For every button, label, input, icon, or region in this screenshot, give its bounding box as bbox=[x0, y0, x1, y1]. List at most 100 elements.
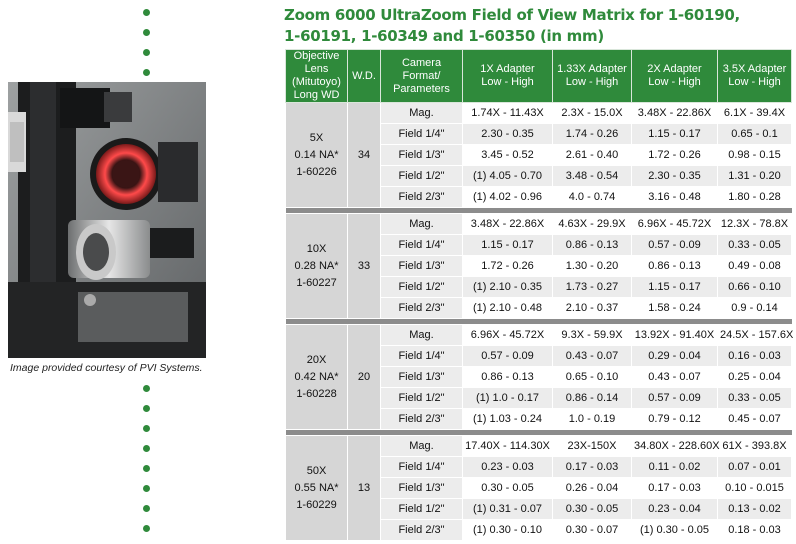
value-cell: 0.45 - 0.07 bbox=[717, 408, 792, 430]
value-cell: 0.33 - 0.05 bbox=[717, 234, 792, 256]
header-wd: W.D. bbox=[347, 49, 381, 103]
header-adapter-1-33x: 1.33X Adapter Low - High bbox=[552, 49, 632, 103]
value-cell: 0.26 - 0.04 bbox=[552, 477, 632, 499]
value-cell: 1.15 - 0.17 bbox=[631, 123, 718, 145]
value-cell: 1.0 - 0.19 bbox=[552, 408, 632, 430]
table-row: 5X 0.14 NA* 1-60226 34 Mag. 1.74X - 11.43X 2.3… bbox=[285, 102, 792, 208]
wd-cell: 13 bbox=[347, 435, 381, 541]
dot bbox=[143, 49, 150, 56]
table-row: Field 1/4" 0.57 - 0.09 0.43 - 0.07 0.29 - 0… bbox=[286, 345, 792, 367]
table-row: Field 2/3" (1) 0.30 - 0.10 0.30 - 0.07 (1) … bbox=[286, 519, 792, 541]
parameter-cell: Field 1/2" bbox=[380, 387, 463, 409]
wd-cell: 34 bbox=[347, 102, 381, 208]
value-cell: 0.11 - 0.02 bbox=[631, 456, 718, 478]
photo-caption: Image provided courtesy of PVI Systems. bbox=[10, 362, 203, 374]
objective-line: 5X bbox=[309, 131, 324, 144]
table-row: 20X 0.42 NA* 1-60228 20 Mag. 6.96X - 45.72X 9.… bbox=[285, 324, 793, 430]
header-row: Objective Lens (Mitutoyo) Long WD W.D. C… bbox=[285, 49, 792, 103]
value-cell: 0.98 - 0.15 bbox=[717, 144, 792, 166]
product-photo bbox=[8, 82, 206, 358]
value-cell: 0.29 - 0.04 bbox=[631, 345, 718, 367]
separator-cell bbox=[285, 429, 792, 436]
table-row: Field 2/3" (1) 2.10 - 0.48 2.10 - 0.37 1.58… bbox=[286, 297, 792, 319]
parameter-cell: Field 2/3" bbox=[380, 297, 463, 319]
dot bbox=[143, 485, 150, 492]
parameter-cell: Mag. bbox=[380, 435, 463, 457]
parameter-cell: Field 2/3" bbox=[380, 408, 463, 430]
value-cell: 0.57 - 0.09 bbox=[631, 387, 718, 409]
parameter-cell: Field 1/4" bbox=[380, 345, 463, 367]
parameter-cell: Mag. bbox=[380, 324, 463, 346]
separator-cell bbox=[285, 318, 792, 325]
value-cell: 0.17 - 0.03 bbox=[552, 456, 632, 478]
objective-cell: 10X 0.28 NA* 1-60227 bbox=[285, 213, 348, 319]
value-cell: (1) 2.10 - 0.35 bbox=[462, 276, 553, 298]
objective-line: 1-60228 bbox=[296, 387, 337, 400]
value-cell: 0.30 - 0.05 bbox=[462, 477, 553, 499]
value-cell: 6.1X - 39.4X bbox=[717, 102, 792, 124]
value-cell: 0.13 - 0.02 bbox=[717, 498, 792, 520]
value-cell: 0.65 - 0.10 bbox=[552, 366, 632, 388]
objective-line: 0.42 NA* bbox=[294, 370, 339, 383]
objective-line: 1-60226 bbox=[296, 165, 337, 178]
table-row: 10X 0.28 NA* 1-60227 33 Mag. 3.48X - 22.86X 4.… bbox=[285, 213, 792, 319]
value-cell: 0.17 - 0.03 bbox=[631, 477, 718, 499]
parameter-cell: Field 1/2" bbox=[380, 165, 463, 187]
value-cell: 1.72 - 0.26 bbox=[631, 144, 718, 166]
value-cell: (1) 1.0 - 0.17 bbox=[462, 387, 553, 409]
objective-cell: 50X 0.55 NA* 1-60229 bbox=[285, 435, 348, 541]
table-row: Field 1/3" 3.45 - 0.52 2.61 - 0.40 1.72 - 0… bbox=[286, 144, 792, 166]
value-cell: (1) 1.03 - 0.24 bbox=[462, 408, 553, 430]
value-cell: 0.30 - 0.07 bbox=[552, 519, 632, 541]
value-cell: 0.57 - 0.09 bbox=[462, 345, 553, 367]
objective-line: 10X bbox=[306, 242, 327, 255]
parameter-cell: Field 1/3" bbox=[380, 477, 463, 499]
dot bbox=[143, 525, 150, 532]
value-cell: 3.48 - 0.54 bbox=[552, 165, 632, 187]
table-row: 50X 0.55 NA* 1-60229 13 Mag. 17.40X - 114.30X… bbox=[285, 435, 792, 541]
objective-line: 20X bbox=[306, 353, 327, 366]
matrix-body: 5X 0.14 NA* 1-60226 34 Mag. 1.74X - 11.43X 2.3… bbox=[285, 102, 793, 541]
value-cell: 0.30 - 0.05 bbox=[552, 498, 632, 520]
value-cell: 0.66 - 0.10 bbox=[717, 276, 792, 298]
parameter-cell: Field 1/4" bbox=[380, 456, 463, 478]
parameter-cell: Field 2/3" bbox=[380, 186, 463, 208]
table-row: Field 1/2" (1) 1.0 - 0.17 0.86 - 0.14 0.57 … bbox=[286, 387, 792, 409]
value-cell: 0.23 - 0.03 bbox=[462, 456, 553, 478]
separator-cell bbox=[285, 207, 792, 214]
value-cell: 1.15 - 0.17 bbox=[462, 234, 553, 256]
table-row: Field 1/3" 0.30 - 0.05 0.26 - 0.04 0.17 - 0… bbox=[286, 477, 792, 499]
dot bbox=[143, 445, 150, 452]
value-cell: 3.48X - 22.86X bbox=[631, 102, 718, 124]
table-row: Field 2/3" (1) 1.03 - 0.24 1.0 - 0.19 0.79 … bbox=[286, 408, 792, 430]
microscope-illustration bbox=[8, 82, 206, 358]
table-row: Field 1/3" 0.86 - 0.13 0.65 - 0.10 0.43 - 0… bbox=[286, 366, 792, 388]
value-cell: 13.92X - 91.40X bbox=[631, 324, 718, 346]
fov-matrix-table: Objective Lens (Mitutoyo) Long WD W.D. C… bbox=[285, 49, 793, 541]
group-separator bbox=[285, 207, 792, 214]
header-adapter-1x: 1X Adapter Low - High bbox=[462, 49, 553, 103]
value-cell: 0.49 - 0.08 bbox=[717, 255, 792, 277]
header-adapter-2x: 2X Adapter Low - High bbox=[631, 49, 718, 103]
value-cell: 0.43 - 0.07 bbox=[552, 345, 632, 367]
value-cell: 3.48X - 22.86X bbox=[462, 213, 553, 235]
value-cell: 0.57 - 0.09 bbox=[631, 234, 718, 256]
value-cell: 0.10 - 0.015 bbox=[717, 477, 792, 499]
title-line-1: Zoom 6000 UltraZoom Field of View Matrix… bbox=[284, 6, 740, 24]
objective-line: 0.14 NA* bbox=[294, 148, 339, 161]
parameter-cell: Mag. bbox=[380, 213, 463, 235]
header-objective: Objective Lens (Mitutoyo) Long WD bbox=[285, 49, 348, 103]
value-cell: 2.10 - 0.37 bbox=[552, 297, 632, 319]
parameter-cell: Field 1/4" bbox=[380, 234, 463, 256]
parameter-cell: Field 1/3" bbox=[380, 255, 463, 277]
header-parameters: Camera Format/ Parameters bbox=[380, 49, 463, 103]
objective-line: 50X bbox=[306, 464, 327, 477]
value-cell: 0.86 - 0.14 bbox=[552, 387, 632, 409]
value-cell: 1.74 - 0.26 bbox=[552, 123, 632, 145]
value-cell: (1) 0.30 - 0.05 bbox=[631, 519, 718, 541]
title-line-2: 1-60191, 1-60349 and 1-60350 (in mm) bbox=[284, 27, 604, 45]
value-cell: 3.16 - 0.48 bbox=[631, 186, 718, 208]
dot bbox=[143, 425, 150, 432]
value-cell: 6.96X - 45.72X bbox=[462, 324, 553, 346]
value-cell: 0.07 - 0.01 bbox=[717, 456, 792, 478]
